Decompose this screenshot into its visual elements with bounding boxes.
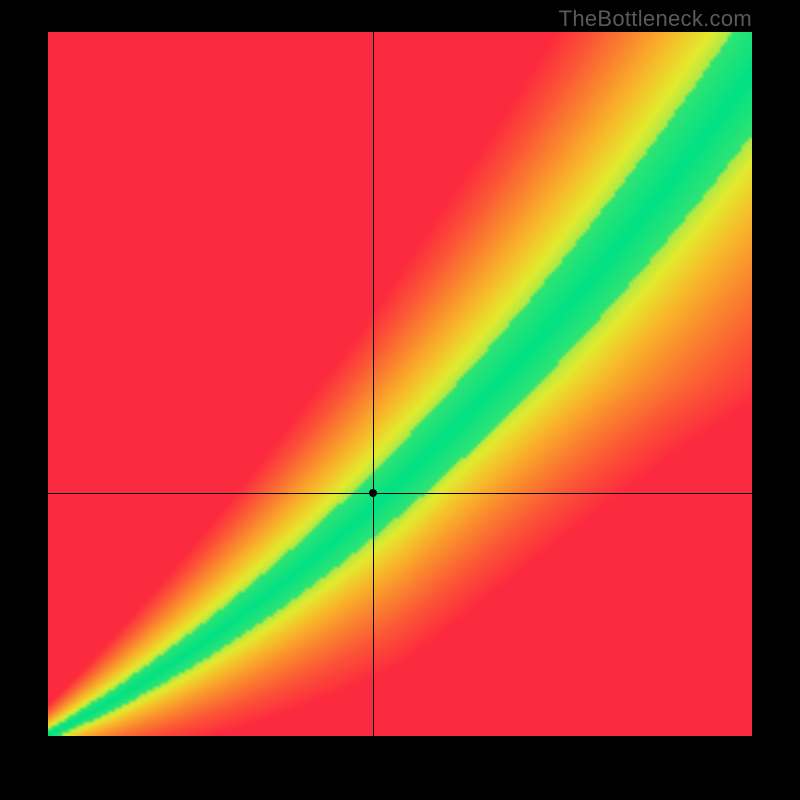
crosshair-dot <box>369 489 377 497</box>
plot-area <box>48 32 752 736</box>
crosshair-vertical <box>373 32 374 736</box>
crosshair-horizontal <box>48 493 752 494</box>
watermark-text: TheBottleneck.com <box>559 6 752 32</box>
heatmap-canvas <box>48 32 752 736</box>
